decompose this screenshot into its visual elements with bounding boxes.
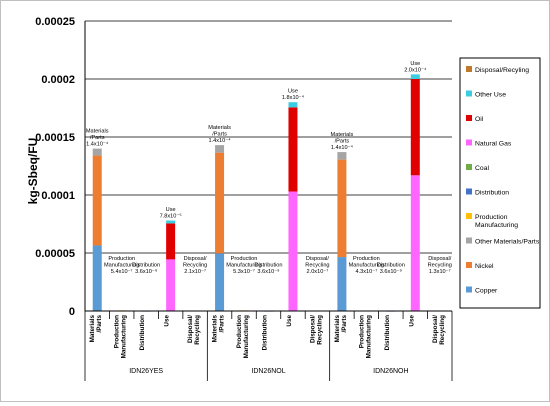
- legend-label: Coal: [475, 165, 489, 172]
- legend-label: Natural Gas: [475, 141, 512, 148]
- bar-segment-natural-gas: [166, 259, 176, 311]
- bar-segment-other-materials-parts: [337, 152, 347, 160]
- bar-segment-nickel: [92, 155, 102, 246]
- x-category-label: Use: [286, 315, 293, 327]
- y-tick-label: 0.0001: [41, 190, 75, 202]
- x-category-label: Disposal/Recycling: [187, 315, 201, 345]
- legend: Disposal/Recyling Other Use Oil Natural Gas…: [459, 57, 541, 309]
- legend-label: Production Manufacturing: [475, 214, 518, 229]
- legend-label: Other Materials/Parts: [475, 239, 540, 246]
- bar-annotation: Use 7.8x10⁻⁵: [160, 207, 182, 220]
- bar-annotation: Distribution 3.6x10⁻⁹: [255, 262, 283, 275]
- y-tick-label: 0.00015: [35, 132, 75, 144]
- bar-segment-nickel: [215, 152, 225, 254]
- legend-swatch: [466, 213, 472, 219]
- y-tick-label: 0.0002: [41, 74, 75, 86]
- bar-segment-natural-gas: [410, 175, 420, 311]
- bar-segment-other-use: [410, 74, 420, 79]
- x-category-label: Disposal/Recycling: [432, 315, 446, 345]
- x-category-label: Materials/Parts: [212, 315, 226, 343]
- bar-annotation: Materials/Parts 1.4x10⁻⁴: [331, 132, 354, 151]
- legend-swatch: [466, 115, 472, 121]
- legend-label: Distribution: [475, 190, 509, 197]
- bar-annotation: Materials/Parts 1.4x10⁻⁴: [208, 125, 231, 144]
- bar-segment-copper: [337, 257, 347, 311]
- legend-swatch: [466, 188, 472, 195]
- x-category-label: ProductionManufacturing: [114, 315, 128, 359]
- legend-swatch: [466, 237, 472, 244]
- x-group-label: IDN26YES: [129, 368, 163, 375]
- legend-box: [459, 57, 541, 309]
- bar-annotations: Materials/Parts 1.4x10⁻⁴ Production Manufac…: [86, 61, 452, 275]
- bar-segment-other-use: [166, 220, 176, 224]
- legend-swatch: [466, 286, 472, 293]
- legend-label: Copper: [475, 288, 498, 295]
- bar-segment-other-materials-parts: [92, 148, 102, 156]
- x-category-label: Use: [164, 315, 171, 327]
- y-tick-label: 0.00005: [35, 248, 75, 260]
- legend-swatch: [466, 164, 472, 170]
- y-tick-labels: 0 0.00005 0.0001 0.00015 0.0002 0.00025: [35, 16, 75, 318]
- bar-segment-copper: [215, 253, 225, 311]
- x-category-label: Distribution: [384, 315, 391, 350]
- legend-swatch: [466, 90, 472, 97]
- y-tick-label: 0.00025: [35, 16, 75, 28]
- bar-annotation: Materials/Parts 1.4x10⁻⁴: [86, 128, 109, 147]
- bar-annotation: Distribution 3.6x10⁻⁹: [132, 262, 160, 275]
- bar-segment-nickel: [337, 159, 347, 258]
- bar-segment-other-use: [288, 102, 298, 108]
- legend-label: Oil: [475, 116, 484, 123]
- legend-label: Nickel: [475, 263, 494, 270]
- bar-annotation: Production Manufacturing 4.3x10⁻⁷: [349, 256, 384, 275]
- x-category-label: Materials/Parts: [334, 315, 348, 343]
- bar-segment-other-materials-parts: [215, 145, 225, 153]
- bar-segment-oil: [288, 107, 298, 192]
- y-tick-label: 0: [69, 306, 75, 318]
- legend-label: Disposal/Recyling: [475, 67, 529, 74]
- bar-annotation: Distribution 3.6x10⁻⁹: [377, 262, 405, 275]
- bars: [92, 74, 445, 312]
- bar-annotation: Disposal/Recycling 1.3x10⁻⁷: [428, 256, 452, 275]
- bar-segment-copper: [92, 245, 102, 311]
- x-category-label: Use: [408, 315, 415, 327]
- bar-segment-natural-gas: [288, 191, 298, 311]
- gridlines: [85, 20, 452, 254]
- bar-annotation: Disposal/Recycling 2.1x10⁻⁷: [183, 256, 207, 275]
- x-category-label: ProductionManufacturing: [236, 315, 250, 359]
- x-category-label: Materials/Parts: [89, 315, 103, 343]
- x-group-label: IDN26NOL: [251, 368, 285, 375]
- bar-annotation: Use 2.0x10⁻⁴: [404, 61, 427, 74]
- x-group-labels: IDN26YES IDN26NOL IDN26NOH: [129, 368, 408, 375]
- bar-annotation: Use 1.8x10⁻⁴: [282, 89, 305, 102]
- x-category-label: ProductionManufacturing: [358, 315, 372, 359]
- bar-annotation: Production Manufacturing 5.3x10⁻⁷: [226, 256, 261, 275]
- legend-swatch: [466, 262, 472, 268]
- legend-swatch: [466, 66, 472, 72]
- axes: [84, 21, 453, 381]
- x-category-label: Disposal/Recycling: [309, 315, 323, 345]
- bar-annotation: Production Manufacturing 5.4x10⁻⁷: [104, 256, 139, 275]
- x-category-label: Distribution: [262, 315, 269, 350]
- bar-annotation: Disposal/Recycling 2.0x10⁻⁷: [305, 256, 329, 275]
- bar-segment-oil: [410, 79, 420, 176]
- x-category-labels: Materials/Parts ProductionManufacturing Di…: [89, 315, 446, 359]
- legend-swatch: [466, 139, 472, 146]
- y-axis-title: kg-Sbeq/FU: [26, 138, 40, 205]
- x-category-label: Distribution: [139, 315, 146, 350]
- x-group-label: IDN26NOH: [373, 368, 408, 375]
- bar-segment-oil: [166, 223, 176, 260]
- legend-label: Other Use: [475, 92, 506, 99]
